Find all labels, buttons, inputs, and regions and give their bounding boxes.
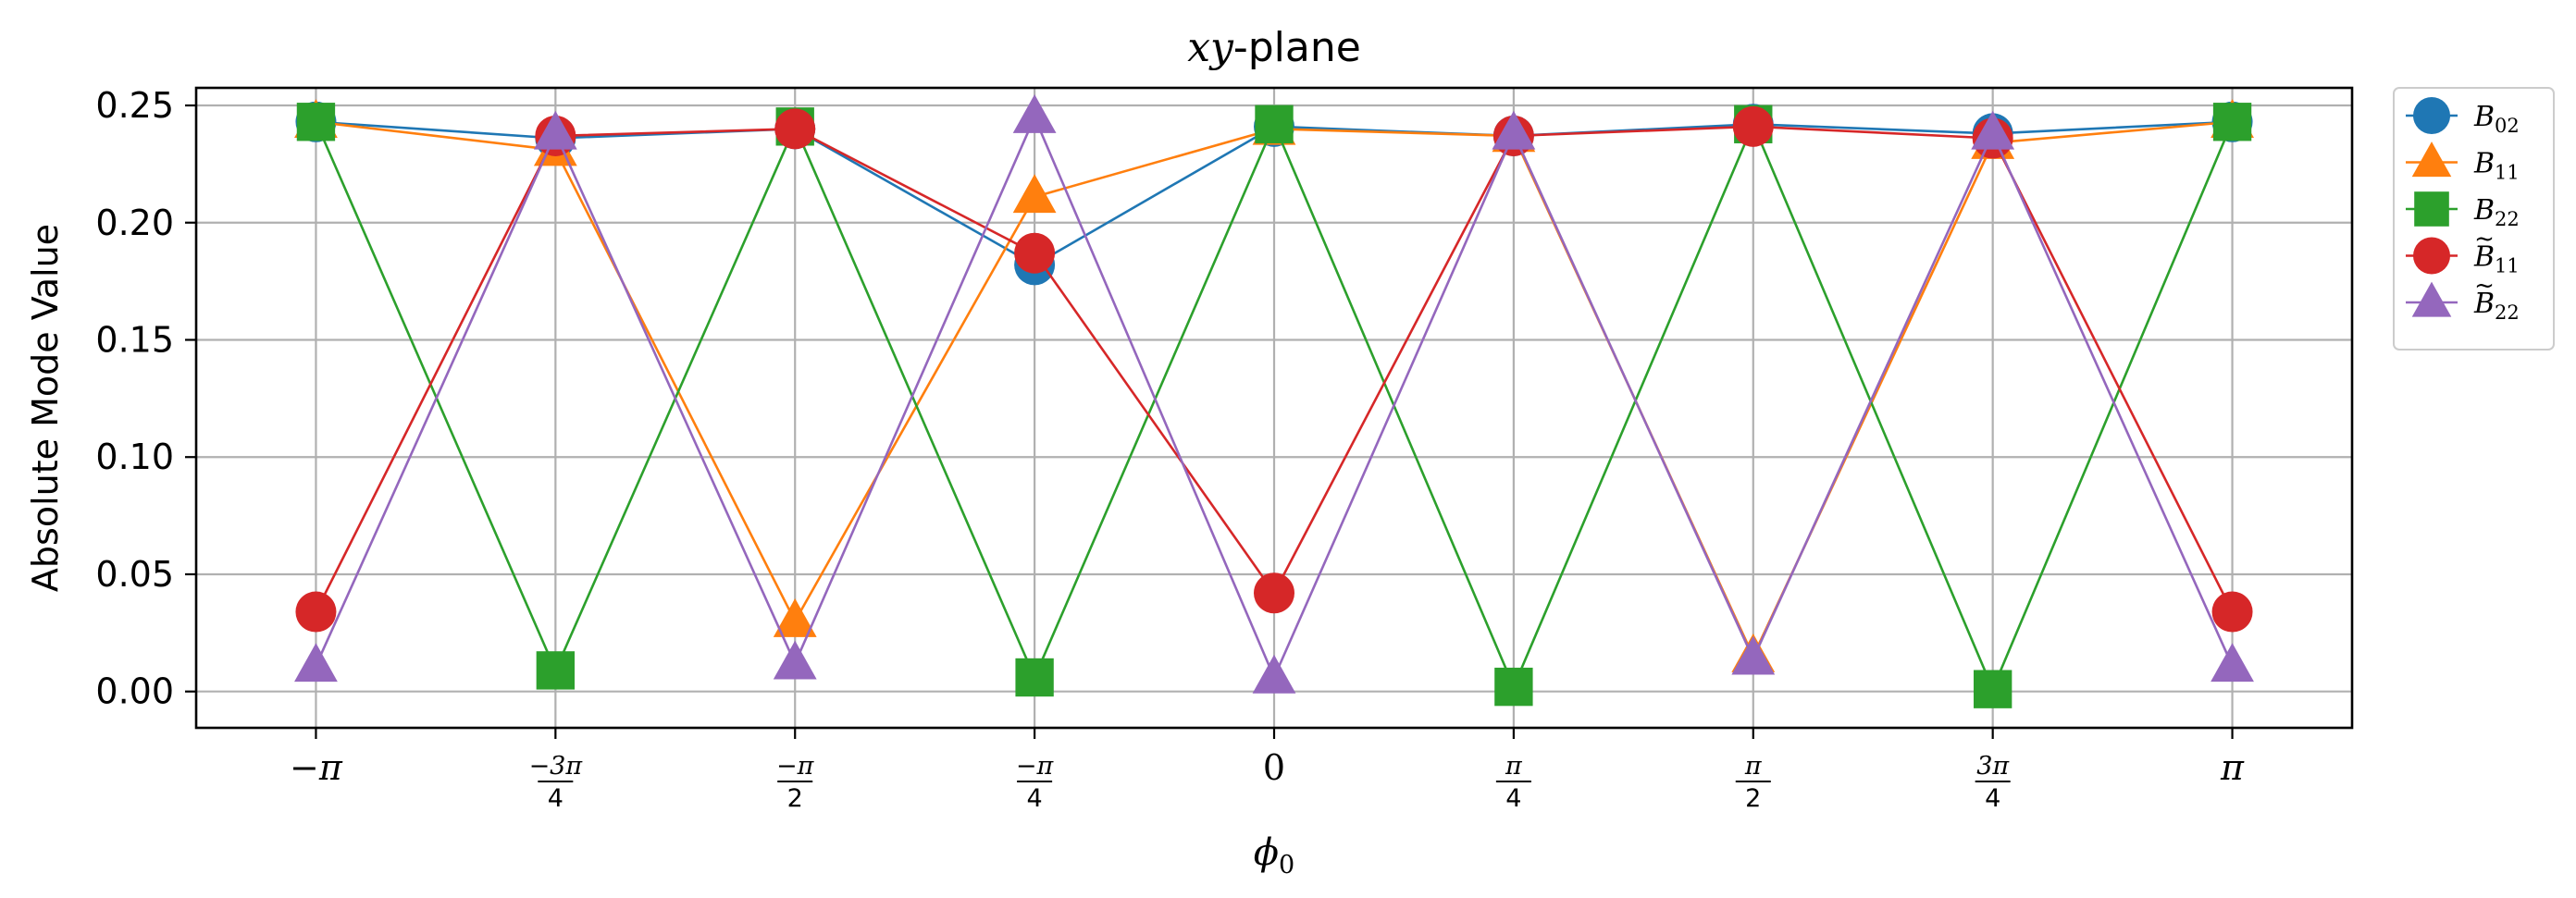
legend-item: B22 [2406,191,2520,230]
x-tick-label-denominator: 4 [548,784,564,813]
data-point [294,643,338,683]
legend-item: B02 [2406,97,2520,137]
legend-marker [2413,97,2450,134]
data-point [2212,103,2252,141]
x-tick-labels: −π −3π 4 −π 2 −π 4 0 π 4 π 2 3π 4 π [290,747,2245,813]
x-tick-label-numerator: 3π [1976,752,2010,781]
x-tick-label: π [2220,747,2245,788]
series-B22 [296,103,2252,708]
legend-label-base: B [2473,148,2495,180]
chart-title-italic: xy [1187,24,1234,71]
data-point [1255,105,1294,143]
x-tick-label-numerator: −π [776,752,815,781]
legend-label-sub: 22 [2495,208,2520,230]
legend-label: B11 [2473,148,2520,184]
data-point [2211,591,2253,633]
y-tick-label: 0.10 [95,437,174,477]
data-point [1732,105,1774,147]
x-tick-label-numerator: π [1505,752,1523,781]
x-axis-label: ϕ0 [1254,831,1294,880]
x-axis-label-sub: 0 [1279,851,1294,880]
x-tick-label-denominator: 4 [1505,784,1521,813]
chart-title-rest: -plane [1233,24,1361,71]
y-tick-labels: 0.00 0.05 0.10 0.15 0.20 0.25 [95,85,174,712]
series-layer [294,94,2254,708]
legend-item: B11~ [2406,226,2520,277]
legend-label-sub: 11 [2495,255,2520,277]
data-point [2211,643,2254,683]
data-point [1012,174,1057,214]
legend-label: B22 [2473,194,2520,230]
y-tick-label: 0.05 [95,554,174,595]
legend-label-tilde: ~ [2474,272,2495,300]
data-point [1731,635,1776,675]
y-axis-label: Absolute Mode Value [25,224,66,592]
chart-title: xy-plane [1187,24,1361,71]
data-point [533,110,577,150]
y-tick-label: 0.25 [95,85,174,126]
data-point [1973,670,2012,708]
data-point [1015,658,1054,697]
data-point [295,591,337,633]
data-point [536,651,576,690]
legend-marker [2411,141,2452,178]
data-point [773,640,817,680]
x-tick-label-denominator: 4 [1027,784,1043,813]
data-point [774,108,816,150]
data-point [296,103,336,141]
legend-label-base: B [2473,101,2495,133]
x-axis-label-base: ϕ [1254,831,1279,874]
x-tick-label: 0 [1263,747,1285,788]
legend-label-base: B [2473,288,2495,320]
legend-label-base: B [2473,194,2495,227]
series-B̃22 [294,94,2254,694]
legend-label: B11 [2473,241,2520,277]
x-tick-label-denominator: 4 [1985,784,2000,813]
series-B̃11 [295,105,2253,633]
data-point [1012,94,1057,133]
tick-marks [185,104,2234,739]
y-tick-label: 0.00 [95,671,174,712]
legend-label: B22 [2473,288,2520,324]
data-point [1252,654,1296,694]
x-tick-label-denominator: 2 [787,784,803,813]
legend-label-sub: 11 [2495,162,2520,184]
legend-marker [2411,281,2452,317]
data-point [1014,232,1056,274]
legend-label-sub: 22 [2495,301,2520,324]
x-tick-label-numerator: −3π [529,752,584,781]
x-tick-label-numerator: π [1744,752,1763,781]
x-tick-label-numerator: −π [1016,752,1055,781]
y-tick-label: 0.15 [95,319,174,360]
x-tick-label: −π [290,747,343,788]
legend-item: B22~ [2406,272,2520,324]
data-point [1492,110,1536,150]
legend-label-sub: 02 [2495,115,2520,137]
legend-marker [2413,237,2450,275]
x-tick-label-denominator: 2 [1745,784,1761,813]
legend-marker [2414,191,2449,227]
legend-label-base: B [2473,241,2495,274]
data-point [1971,110,2015,150]
data-point [1254,572,1294,614]
y-tick-label: 0.20 [95,203,174,243]
data-point [773,598,817,637]
legend-label-tilde: ~ [2474,226,2495,253]
data-point [1494,667,1533,707]
legend-item: B11 [2406,141,2520,184]
legend-label: B02 [2473,101,2520,137]
